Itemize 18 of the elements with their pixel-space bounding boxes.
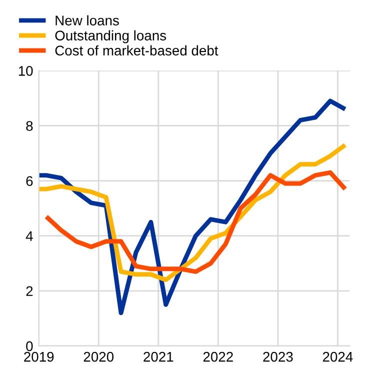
y-tick-label: 0 <box>26 341 33 352</box>
y-tick-label: 10 <box>18 66 33 76</box>
line-series <box>44 170 348 274</box>
x-tick-label: 2021 <box>144 352 174 362</box>
line-series <box>36 142 348 282</box>
line-series <box>36 98 348 316</box>
y-tick-label: 6 <box>26 176 33 186</box>
x-tick-label: 2024 <box>322 352 353 362</box>
legend-label: Cost of market-based debt <box>55 45 218 56</box>
x-tick-label: 2023 <box>263 352 293 362</box>
x-tick-label: 2022 <box>203 352 233 362</box>
y-tick-label: 8 <box>26 121 33 131</box>
x-tick-label: 2019 <box>24 352 54 362</box>
y-tick-label: 2 <box>26 286 33 296</box>
y-tick-label: 4 <box>26 231 33 241</box>
legend-label: Outstanding loans <box>55 30 166 44</box>
x-tick-label: 2020 <box>84 352 114 362</box>
legend-label: New loans <box>56 15 119 26</box>
